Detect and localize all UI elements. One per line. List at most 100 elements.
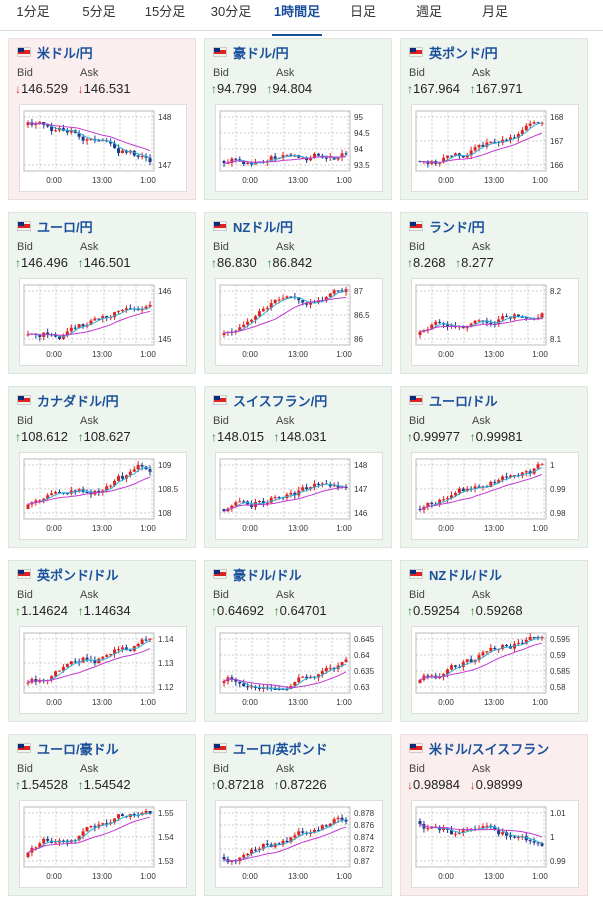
candle-body: [77, 835, 81, 841]
rate-card[interactable]: ランド/円 Bid Ask ↑8.268 ↑8.277 8.2 8.1 0:00 13:…: [400, 212, 588, 374]
tab-1[interactable]: 5分足: [82, 4, 116, 19]
rate-card[interactable]: 豪ドル/ドル Bid Ask ↑0.64692 ↑0.64701 0.645 0.6…: [204, 560, 392, 722]
candle-body: [324, 296, 328, 301]
bid-price: 86.830: [217, 255, 257, 270]
currency-pair[interactable]: 英ポンド/円: [429, 45, 498, 61]
candle-body: [453, 665, 457, 667]
candle-body: [497, 829, 501, 835]
rate-card[interactable]: 英ポンド/ドル Bid Ask ↑1.14624 ↑1.14634 1.14 1.1…: [8, 560, 196, 722]
currency-pair[interactable]: カナダドル/円: [37, 393, 119, 409]
mini-chart[interactable]: 1.55 1.54 1.53 0:00 13:00 1:00: [19, 800, 187, 888]
currency-pair[interactable]: 英ポンド/ドル: [37, 567, 119, 583]
tab-0[interactable]: 1分足: [16, 4, 50, 19]
mini-chart[interactable]: 1.14 1.13 1.12 0:00 13:00 1:00: [19, 626, 187, 714]
candle-body: [97, 140, 101, 142]
mini-chart[interactable]: 0.595 0.59 0.585 0.58 0:00 13:00 1:00: [411, 626, 579, 714]
mini-chart[interactable]: 87 86.5 86 0:00 13:00 1:00: [215, 278, 383, 366]
candle-body: [293, 835, 297, 838]
mini-chart[interactable]: 0.645 0.64 0.635 0.63 0:00 13:00 1:00: [215, 626, 383, 714]
candle-body: [132, 469, 136, 472]
mini-chart[interactable]: 1 0.99 0.98 0:00 13:00 1:00: [411, 452, 579, 540]
currency-pair[interactable]: 米ドル/スイスフラン: [429, 741, 550, 757]
candle-body: [493, 141, 497, 143]
mini-chart[interactable]: 146 145 0:00 13:00 1:00: [19, 278, 187, 366]
currency-pair[interactable]: ユーロ/ドル: [429, 393, 498, 409]
tab-6[interactable]: 週足: [415, 4, 442, 19]
mini-chart[interactable]: 168 167 166 0:00 13:00 1:00: [411, 104, 579, 192]
bid-ask-labels: Bid Ask: [409, 241, 535, 253]
card-title[interactable]: 米ドル/円: [17, 43, 93, 61]
rate-card[interactable]: 米ドル/円 Bid Ask ↓146.529 ↓146.531 148 147 0:0…: [8, 38, 196, 200]
card-title[interactable]: 豪ドル/ドル: [213, 565, 302, 583]
currency-pair[interactable]: ユーロ/豪ドル: [37, 741, 119, 757]
mini-chart[interactable]: 8.2 8.1 0:00 13:00 1:00: [411, 278, 579, 366]
currency-pair[interactable]: NZドル/円: [233, 219, 293, 235]
bid-ask-labels: Bid Ask: [409, 67, 535, 79]
y-tick-label: 0.872: [354, 845, 375, 854]
card-title[interactable]: ユーロ/ドル: [409, 391, 498, 409]
candle-body: [446, 669, 450, 674]
currency-pair[interactable]: 米ドル/円: [37, 45, 93, 61]
candle-body: [105, 316, 109, 318]
card-title[interactable]: ユーロ/英ポンド: [213, 739, 328, 757]
candlestick-chart: 95 94.5 94 93.5 0:00 13:00 1:00: [219, 110, 370, 185]
card-title[interactable]: ユーロ/豪ドル: [17, 739, 119, 757]
rate-card[interactable]: ユーロ/円 Bid Ask ↑146.496 ↑146.501 146 145 0:0…: [8, 212, 196, 374]
tab-7[interactable]: 月足: [481, 4, 508, 19]
card-title[interactable]: ユーロ/円: [17, 217, 93, 235]
tab-4[interactable]: 1時間足: [264, 0, 330, 36]
currency-pair[interactable]: 豪ドル/ドル: [233, 567, 302, 583]
rate-card[interactable]: スイスフラン/円 Bid Ask ↑148.015 ↑148.031 148 147…: [204, 386, 392, 548]
rate-card[interactable]: ユーロ/豪ドル Bid Ask ↑1.54528 ↑1.54542 1.55 1.5…: [8, 734, 196, 896]
card-title[interactable]: NZドル/ドル: [409, 565, 502, 583]
rate-card[interactable]: NZドル/円 Bid Ask ↑86.830 ↑86.842 87 86.5 86 0:…: [204, 212, 392, 374]
rate-card[interactable]: 豪ドル/円 Bid Ask ↑94.799 ↑94.804 95 94.5 94 93.…: [204, 38, 392, 200]
rate-card[interactable]: ユーロ/英ポンド Bid Ask ↑0.87218 ↑0.87226 0.878 0…: [204, 734, 392, 896]
mini-chart[interactable]: 109 108.5 108 0:00 13:00 1:00: [19, 452, 187, 540]
price-row: ↑0.87218 ↑0.87226: [211, 777, 333, 792]
tab-2[interactable]: 15分足: [144, 4, 186, 19]
candle-body: [301, 300, 305, 303]
x-time-label: 13:00: [484, 176, 505, 185]
long-moving-average-line: [419, 642, 543, 681]
candle-body: [238, 327, 242, 331]
ask-label: Ask: [276, 67, 295, 79]
currency-pair[interactable]: スイスフラン/円: [233, 393, 328, 409]
currency-card-grid: 米ドル/円 Bid Ask ↓146.529 ↓146.531 148 147 0:0…: [8, 38, 588, 896]
tab-5[interactable]: 日足: [349, 4, 376, 19]
card-title[interactable]: 英ポンド/円: [409, 43, 498, 61]
currency-pair[interactable]: 豪ドル/円: [233, 45, 289, 61]
candle-body: [309, 157, 313, 161]
currency-pair[interactable]: ユーロ/英ポンド: [233, 741, 328, 757]
mini-chart[interactable]: 1.01 1 0.99 0:00 13:00 1:00: [411, 800, 579, 888]
card-title[interactable]: カナダドル/円: [17, 391, 119, 409]
mini-chart[interactable]: 148 147 0:00 13:00 1:00: [19, 104, 187, 192]
card-title[interactable]: NZドル/円: [213, 217, 293, 235]
y-tick-label: 166: [550, 161, 564, 170]
card-title[interactable]: ランド/円: [409, 217, 485, 235]
candle-body: [313, 829, 317, 833]
candle-body: [297, 155, 301, 158]
candle-body: [222, 333, 226, 335]
card-title[interactable]: 米ドル/スイスフラン: [409, 739, 549, 757]
candle-body: [481, 826, 485, 829]
rate-card[interactable]: カナダドル/円 Bid Ask ↑108.612 ↑108.627 109 108.…: [8, 386, 196, 548]
rate-card[interactable]: 米ドル/スイスフラン Bid Ask ↓0.98984 ↓0.98999 1.01…: [400, 734, 588, 896]
rate-card[interactable]: 英ポンド/円 Bid Ask ↑167.964 ↑167.971 168 167 16…: [400, 38, 588, 200]
currency-pair[interactable]: ランド/円: [429, 219, 485, 235]
mini-chart[interactable]: 0.878 0.876 0.874 0.872 0.87 0:00 13:00 1:00: [215, 800, 383, 888]
candle-body: [532, 841, 536, 843]
tab-3[interactable]: 30分足: [210, 4, 252, 19]
mini-chart[interactable]: 148 147 146 0:00 13:00 1:00: [215, 452, 383, 540]
mini-chart[interactable]: 95 94.5 94 93.5 0:00 13:00 1:00: [215, 104, 383, 192]
y-tick-label: 146: [158, 287, 172, 296]
candle-body: [113, 480, 117, 486]
currency-pair[interactable]: NZドル/ドル: [429, 567, 502, 583]
card-title[interactable]: スイスフラン/円: [213, 391, 327, 409]
rate-card[interactable]: NZドル/ドル Bid Ask ↑0.59254 ↑0.59268 0.595 0.…: [400, 560, 588, 722]
card-title[interactable]: 英ポンド/ドル: [17, 565, 119, 583]
rate-card[interactable]: ユーロ/ドル Bid Ask ↑0.99977 ↑0.99981 1 0.99 0.9…: [400, 386, 588, 548]
ch-flag-icon: [213, 395, 227, 405]
card-title[interactable]: 豪ドル/円: [213, 43, 289, 61]
currency-pair[interactable]: ユーロ/円: [37, 219, 93, 235]
